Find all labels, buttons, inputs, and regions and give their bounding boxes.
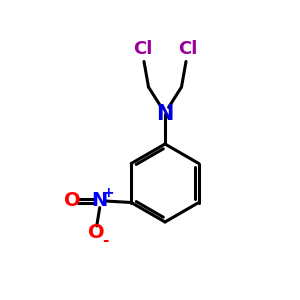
Text: Cl: Cl	[178, 40, 197, 58]
Text: Cl: Cl	[133, 40, 152, 58]
Text: N: N	[92, 191, 108, 211]
Text: N: N	[156, 104, 174, 124]
Text: +: +	[102, 186, 114, 200]
Text: -: -	[102, 233, 108, 248]
Text: O: O	[88, 223, 105, 242]
Text: O: O	[64, 191, 81, 211]
